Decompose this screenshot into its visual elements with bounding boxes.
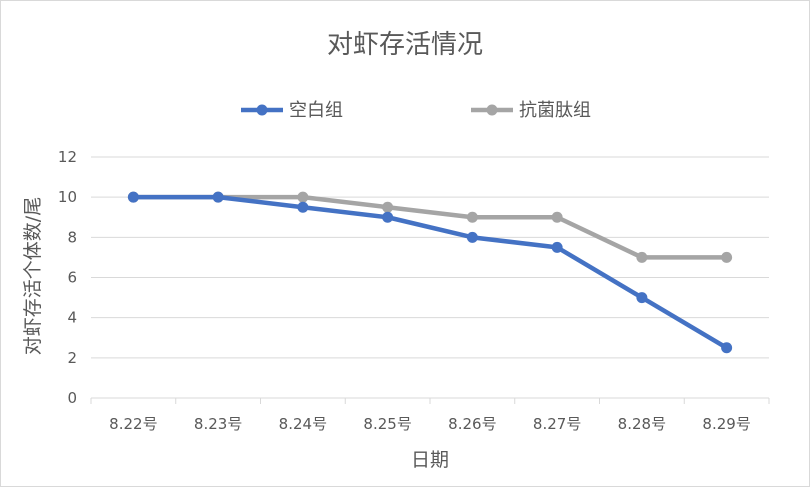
- data-point: [212, 191, 224, 203]
- data-point: [297, 201, 309, 213]
- y-tick-label: 2: [67, 349, 77, 367]
- data-point: [297, 191, 309, 203]
- x-tick-label: 8.23号: [194, 415, 242, 433]
- data-point: [721, 342, 733, 354]
- series-0: [127, 191, 733, 354]
- x-tick-label: 8.24号: [279, 415, 327, 433]
- y-tick-label: 0: [67, 389, 77, 407]
- series-layer: [127, 191, 733, 354]
- data-point: [127, 191, 139, 203]
- x-axis-label: 日期: [411, 449, 449, 471]
- data-point: [466, 231, 478, 243]
- y-tick-label: 4: [67, 309, 77, 327]
- data-point: [551, 211, 563, 223]
- data-point: [382, 211, 394, 223]
- legend-swatch-marker: [486, 104, 498, 116]
- data-point: [551, 241, 563, 253]
- legend-item: 空白组: [241, 100, 343, 121]
- x-tick-label: 8.22号: [109, 415, 157, 433]
- series-line: [131, 194, 729, 351]
- data-point: [721, 251, 733, 263]
- x-tick-label: 8.28号: [618, 415, 666, 433]
- y-tick-label: 12: [58, 148, 77, 166]
- data-point: [382, 201, 394, 213]
- legend-label: 空白组: [289, 100, 343, 121]
- legend: 空白组 抗菌肽组: [241, 100, 591, 121]
- x-tick-label: 8.29号: [702, 415, 750, 433]
- x-tick-label: 8.27号: [533, 415, 581, 433]
- legend-swatch-marker: [256, 104, 268, 116]
- data-point: [636, 251, 648, 263]
- y-tick-label: 6: [67, 269, 77, 287]
- x-axis: 8.22号 8.23号 8.24号 8.25号 8.26号 8.27号 8.28号 8.29号: [90, 397, 770, 433]
- y-tick-label: 8: [67, 228, 77, 246]
- y-axis: 0 2 4 6 8 10 12: [58, 148, 77, 407]
- y-axis-label: 对虾存活个体数/尾: [22, 197, 44, 355]
- legend-label: 抗菌肽组: [519, 100, 591, 121]
- chart-title: 对虾存活情况: [327, 30, 483, 60]
- x-tick-label: 8.25号: [363, 415, 411, 433]
- data-point: [466, 211, 478, 223]
- x-tick-label: 8.26号: [448, 415, 496, 433]
- legend-item: 抗菌肽组: [471, 100, 591, 121]
- y-tick-label: 10: [58, 188, 77, 206]
- data-point: [636, 292, 648, 304]
